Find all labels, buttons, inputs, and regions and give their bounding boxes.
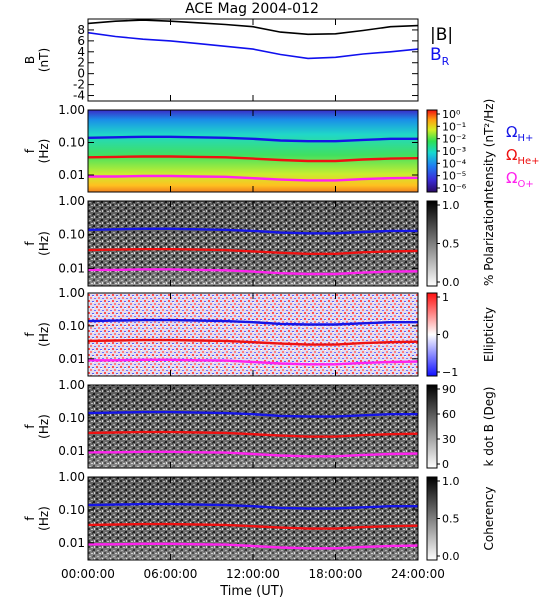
colorbar-intensity — [426, 109, 438, 193]
gyrofrequency-H-line — [87, 135, 418, 143]
gyrofrequency-H-line — [87, 502, 418, 510]
x-tick-label: 24:00:00 — [391, 567, 445, 581]
colorbar-tick-label: 10⁻⁴ — [442, 157, 467, 170]
x-axis-label: Time (UT) — [219, 584, 284, 599]
y-tick-label: 0.10 — [58, 319, 85, 333]
x-tick-label: 12:00:00 — [226, 567, 280, 581]
y-axis-label: f(Hz) — [23, 506, 51, 531]
legend-gyrofrequency-O: ΩO+ — [506, 169, 534, 190]
colorbar-label: k dot B (Deg) — [482, 387, 496, 467]
y-tick-label: 4 — [77, 45, 85, 59]
colorbar-label: Ellipticity — [482, 307, 496, 362]
y-tick-label: 0.01 — [58, 168, 85, 182]
y-tick-label: 8 — [77, 23, 85, 37]
series-magnitude-line — [87, 19, 419, 36]
gyrofrequency-He-line — [87, 155, 419, 163]
y-tick-label: 0.10 — [58, 503, 85, 517]
colorbar-kdotb — [426, 384, 438, 469]
colorbar-tick-label: 10⁻² — [442, 133, 466, 146]
legend-gyrofrequency-He: ΩHe+ — [506, 146, 540, 167]
y-axis-label: B(nT) — [23, 48, 51, 72]
colorbar-label: Coherency — [482, 486, 496, 550]
legend-gyrofrequency-H: ΩH+ — [506, 123, 533, 144]
y-axis-label: f(Hz) — [23, 322, 51, 347]
y-tick-label: 6 — [77, 34, 85, 48]
series-radial-line — [87, 31, 419, 60]
y-tick-label: 0.10 — [58, 228, 85, 242]
panel-coherency: 1.00 0.10 0.01 f(Hz) 1.0 0.5 0.0 Coherency — [23, 470, 496, 563]
panel-ellipticity: 1.00 0.10 0.01 f(Hz) 1 0 −1 Ellipticity — [23, 286, 496, 379]
colorbar-label: Intensity (nT²/Hz) — [482, 99, 496, 204]
panel-polarization: 1.00 0.10 0.01 f(Hz) 1.0 0.5 0.0 % Polarization — [23, 194, 496, 289]
panel-kdotb: 1.00 0.10 0.01 f(Hz) 90 60 30 0 k dot B (Deg) — [23, 378, 496, 471]
colorbar-ellipticity — [426, 292, 438, 377]
colorbar-tick-label: 1.0 — [442, 475, 460, 488]
colorbar-polarization — [426, 200, 438, 287]
panels: 86420-2-4B(nT)|B|BR1.000.100.01f(Hz)10⁰1… — [23, 18, 540, 581]
y-axis-label: f(Hz) — [23, 414, 51, 439]
y-tick-label: 1.00 — [58, 194, 85, 208]
colorbar-tick-label: 0.5 — [442, 513, 460, 526]
colorbar-tick-label: 0.0 — [442, 550, 460, 563]
colorbar-tick-label: 90 — [442, 383, 456, 396]
figure-title: ACE Mag 2004-012 — [185, 1, 319, 17]
colorbar-tick-label: 1.0 — [442, 199, 460, 212]
gyrofrequency-O-line — [88, 268, 419, 276]
gyrofrequency-O-line — [88, 542, 419, 550]
y-axis-label: f(Hz) — [23, 231, 51, 256]
y-tick-label: 0.01 — [58, 444, 85, 458]
y-axis-label: f(Hz) — [23, 139, 51, 164]
gyrofrequency-He-line — [87, 430, 419, 438]
legend-field-radial: BR — [430, 45, 450, 68]
gyrofrequency-H-line — [87, 318, 418, 326]
y-tick-label: 0 — [77, 67, 85, 81]
colorbar-tick-label: 0.5 — [442, 238, 460, 251]
y-tick-label: 1.00 — [58, 470, 85, 484]
x-tick-label: 06:00:00 — [144, 567, 198, 581]
colorbar-tick-label: 60 — [442, 408, 456, 421]
y-tick-label: 0.01 — [58, 261, 85, 275]
colorbar-tick-label: 30 — [442, 433, 456, 446]
y-tick-label: 1.00 — [58, 286, 85, 300]
colorbar-tick-label: 0 — [442, 329, 449, 342]
colorbar-tick-label: 0 — [442, 458, 449, 471]
plot-frame — [87, 18, 419, 102]
y-tick-label: 1.00 — [58, 103, 85, 117]
colorbar-tick-label: 10⁻⁵ — [442, 170, 466, 183]
gyrofrequency-He-line — [87, 522, 419, 530]
colorbar-tick-label: 10⁻³ — [442, 145, 466, 158]
gyrofrequency-H-line — [87, 227, 418, 235]
colorbar-coherency — [426, 476, 438, 561]
x-tick-label: 18:00:00 — [309, 567, 363, 581]
y-tick-label: 2 — [77, 56, 85, 70]
y-tick-label: 1.00 — [58, 378, 85, 392]
gyrofrequency-O-line — [88, 174, 419, 182]
colorbar-tick-label: −1 — [442, 366, 458, 379]
gyrofrequency-He-line — [87, 338, 419, 346]
gyrofrequency-O-line — [88, 450, 419, 458]
colorbar-tick-label: 1 — [442, 291, 449, 304]
y-tick-label: 0.10 — [58, 411, 85, 425]
y-tick-label: 0.10 — [58, 136, 85, 150]
panel-intensity: 1.00 0.10 0.01 f(Hz) 10⁰10⁻¹10⁻²10⁻³10⁻⁴10⁻⁵… — [23, 99, 540, 204]
y-tick-label: 0.01 — [58, 352, 85, 366]
y-tick-label: -2 — [73, 78, 85, 92]
x-tick-label: 00:00:00 — [61, 567, 115, 581]
gyrofrequency-H-line — [87, 410, 418, 418]
colorbar-tick-label: 0.0 — [442, 276, 460, 289]
legend-field-magnitude: |B| — [430, 25, 453, 45]
colorbar-tick-label: 10⁻⁶ — [442, 182, 467, 195]
gyrofrequency-He-line — [87, 247, 419, 256]
y-tick-label: 0.01 — [58, 536, 85, 550]
y-tick-label: -4 — [73, 89, 85, 103]
colorbar-tick-label: 10⁰ — [442, 108, 461, 121]
gyrofrequency-O-line — [88, 358, 419, 366]
colorbar-label: % Polarization — [482, 201, 496, 286]
colorbar-tick-label: 10⁻¹ — [442, 120, 466, 133]
